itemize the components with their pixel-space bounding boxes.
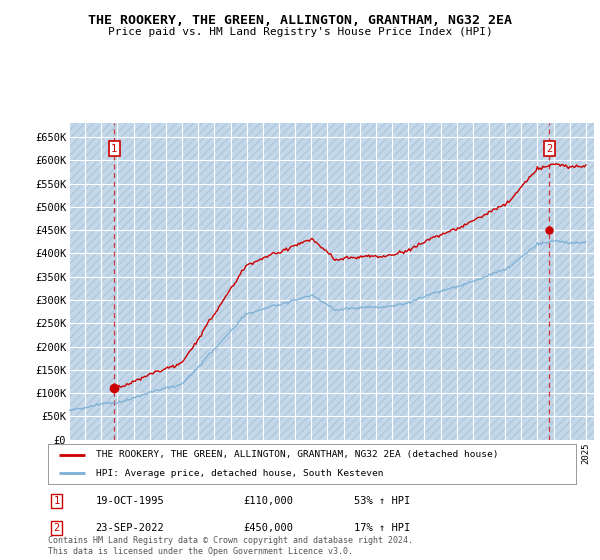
Text: THE ROOKERY, THE GREEN, ALLINGTON, GRANTHAM, NG32 2EA: THE ROOKERY, THE GREEN, ALLINGTON, GRANT… [88, 14, 512, 27]
Text: 53% ↑ HPI: 53% ↑ HPI [354, 496, 410, 506]
Text: THE ROOKERY, THE GREEN, ALLINGTON, GRANTHAM, NG32 2EA (detached house): THE ROOKERY, THE GREEN, ALLINGTON, GRANT… [95, 450, 498, 459]
Text: 1: 1 [53, 496, 59, 506]
Text: 17% ↑ HPI: 17% ↑ HPI [354, 524, 410, 533]
Text: 2: 2 [546, 143, 553, 153]
Text: Contains HM Land Registry data © Crown copyright and database right 2024.
This d: Contains HM Land Registry data © Crown c… [48, 536, 413, 556]
Text: 2: 2 [53, 524, 59, 533]
Text: 19-OCT-1995: 19-OCT-1995 [95, 496, 164, 506]
Text: £110,000: £110,000 [244, 496, 293, 506]
Text: HPI: Average price, detached house, South Kesteven: HPI: Average price, detached house, Sout… [95, 469, 383, 478]
Text: Price paid vs. HM Land Registry's House Price Index (HPI): Price paid vs. HM Land Registry's House … [107, 27, 493, 37]
Text: £450,000: £450,000 [244, 524, 293, 533]
Text: 1: 1 [111, 143, 118, 153]
Text: 23-SEP-2022: 23-SEP-2022 [95, 524, 164, 533]
